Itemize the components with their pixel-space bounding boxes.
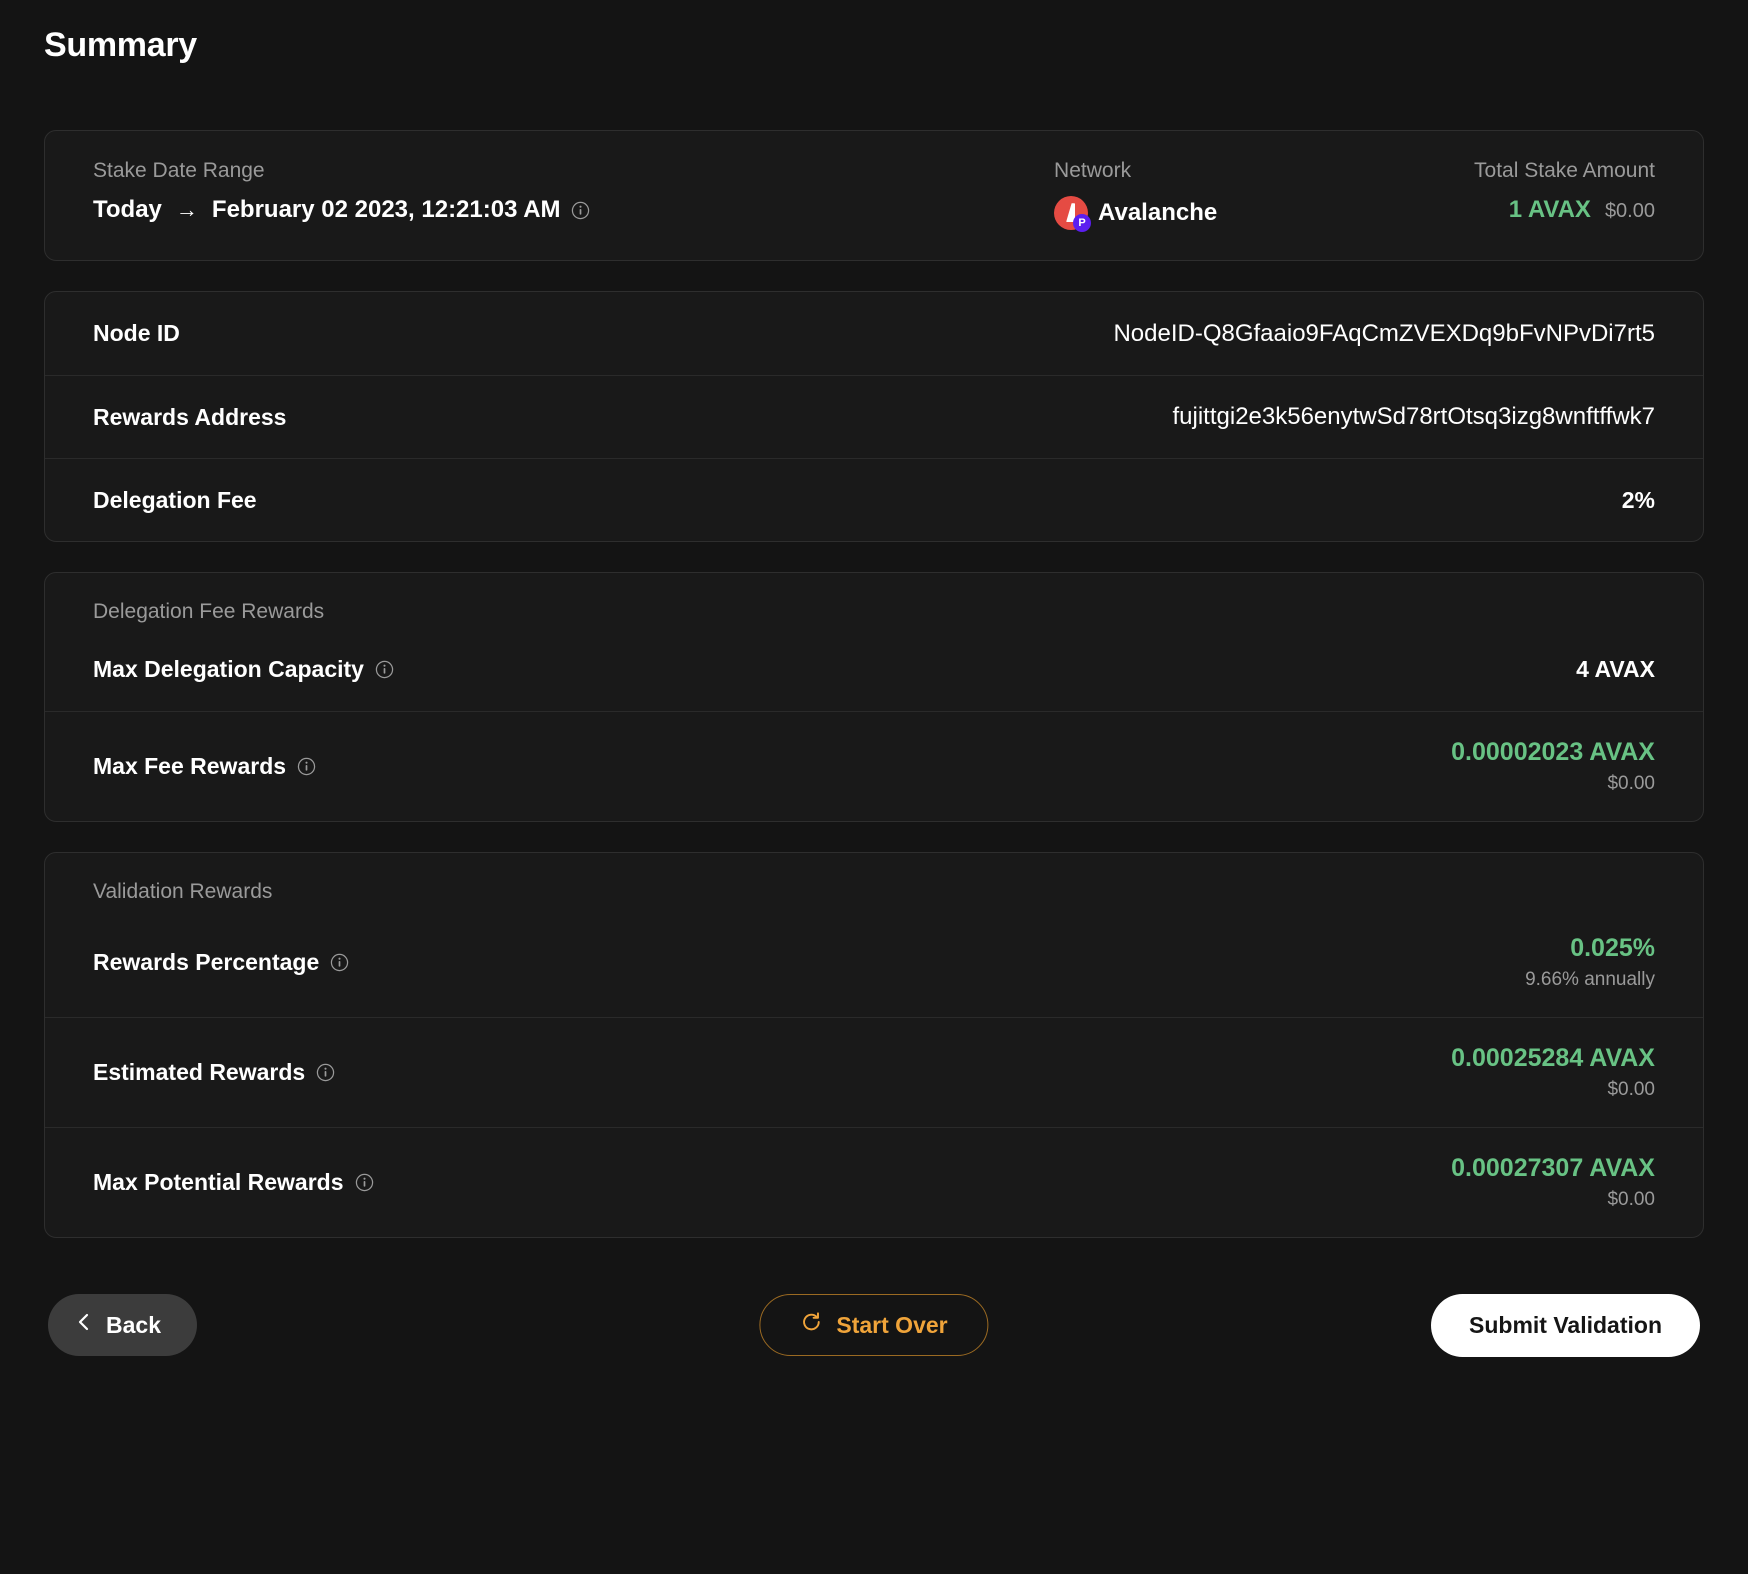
avalanche-p-chain-icon: P <box>1054 196 1092 233</box>
max-potential-rewards-usd: $0.00 <box>1607 1189 1655 1211</box>
stake-overview-card: Stake Date Range Today → February 02 202… <box>44 130 1704 262</box>
validation-rewards-card: Validation Rewards Rewards Percentage 0.… <box>44 852 1704 1239</box>
table-row: Estimated Rewards 0.00025284 AVAX $0.00 <box>45 1017 1703 1127</box>
arrow-right-icon: → <box>175 197 198 223</box>
chevron-left-icon <box>76 1311 92 1339</box>
rewards-address-value: fujittgi2e3k56enytwSd78rtOtsq3izg8wnftff… <box>1172 403 1656 431</box>
row-label-text: Max Potential Rewards <box>93 1169 344 1196</box>
max-fee-rewards-label: Max Fee Rewards <box>93 753 316 780</box>
max-potential-rewards-amount: 0.00027307 AVAX <box>1451 1154 1655 1183</box>
row-label-text: Rewards Percentage <box>93 949 320 976</box>
back-button-label: Back <box>106 1311 161 1338</box>
stake-date-range-label: Stake Date Range <box>93 159 265 182</box>
submit-validation-button[interactable]: Submit Validation <box>1431 1293 1700 1357</box>
rewards-percentage-amount: 0.025% <box>1570 934 1655 963</box>
stake-date-range-block: Stake Date Range Today → February 02 202… <box>93 158 1054 224</box>
back-button[interactable]: Back <box>48 1294 197 1357</box>
start-over-button-label: Start Over <box>836 1311 948 1338</box>
rewards-percentage-label: Rewards Percentage <box>93 949 349 976</box>
max-fee-rewards-usd: $0.00 <box>1607 773 1655 795</box>
table-row: Delegation Fee 2% <box>45 458 1703 541</box>
delegation-fee-rewards-caption: Delegation Fee Rewards <box>93 600 325 624</box>
max-delegation-capacity-label: Max Delegation Capacity <box>93 656 394 683</box>
delegation-fee-label: Delegation Fee <box>93 486 257 513</box>
stake-start-date: Today <box>93 196 162 224</box>
rewards-percentage-annual: 9.66% annually <box>1525 969 1655 991</box>
row-label-text: Estimated Rewards <box>93 1059 306 1086</box>
row-label-text: Max Fee Rewards <box>93 753 287 780</box>
footer-actions: Back Start Over Submit Validation <box>44 1290 1704 1360</box>
node-id-value: NodeID-Q8Gfaaio9FAqCmZVEXDq9bFvNPvDi7rt5 <box>1113 319 1655 347</box>
network-label: Network <box>1054 159 1132 182</box>
network-value: P Avalanche <box>1054 196 1474 233</box>
total-stake-usd: $0.00 <box>1604 200 1655 223</box>
node-details-card: Node ID NodeID-Q8Gfaaio9FAqCmZVEXDq9bFvN… <box>44 291 1704 543</box>
total-stake-label: Total Stake Amount <box>1474 159 1655 182</box>
table-row: Rewards Address fujittgi2e3k56enytwSd78r… <box>45 375 1703 458</box>
total-stake-value: 1 AVAX $0.00 <box>1509 196 1655 224</box>
estimated-rewards-label: Estimated Rewards <box>93 1059 335 1086</box>
stake-date-range-value: Today → February 02 2023, 12:21:03 AM <box>93 196 1054 224</box>
table-row: Max Fee Rewards 0.00002023 AVAX $0.00 <box>45 711 1703 821</box>
network-name: Avalanche <box>1098 199 1218 227</box>
info-icon[interactable] <box>330 953 349 972</box>
estimated-rewards-value: 0.00025284 AVAX $0.00 <box>1451 1044 1655 1101</box>
rewards-percentage-value: 0.025% 9.66% annually <box>1525 934 1655 991</box>
delegation-fee-rewards-card: Delegation Fee Rewards Max Delegation Ca… <box>44 572 1704 823</box>
max-fee-rewards-amount: 0.00002023 AVAX <box>1451 738 1655 767</box>
delegation-fee-value: 2% <box>1621 486 1655 513</box>
info-icon[interactable] <box>316 1063 335 1082</box>
total-stake-block: Total Stake Amount 1 AVAX $0.00 <box>1474 158 1655 224</box>
p-chain-badge: P <box>1073 214 1092 233</box>
estimated-rewards-usd: $0.00 <box>1607 1079 1655 1101</box>
node-id-label: Node ID <box>93 320 180 347</box>
table-row: Node ID NodeID-Q8Gfaaio9FAqCmZVEXDq9bFvN… <box>45 292 1703 375</box>
network-block: Network P Avalanche <box>1054 158 1474 233</box>
info-icon[interactable] <box>571 201 590 220</box>
table-row: Max Delegation Capacity 4 AVAX <box>45 628 1703 711</box>
validation-rewards-caption: Validation Rewards <box>93 880 273 904</box>
row-label-text: Max Delegation Capacity <box>93 656 364 683</box>
info-icon[interactable] <box>297 757 316 776</box>
table-row: Rewards Percentage 0.025% 9.66% annually <box>45 908 1703 1017</box>
info-icon[interactable] <box>375 660 394 679</box>
submit-validation-button-label: Submit Validation <box>1469 1311 1662 1338</box>
max-fee-rewards-value: 0.00002023 AVAX $0.00 <box>1451 738 1655 795</box>
max-potential-rewards-value: 0.00027307 AVAX $0.00 <box>1451 1154 1655 1211</box>
rewards-address-label: Rewards Address <box>93 403 287 430</box>
start-over-button[interactable]: Start Over <box>759 1294 989 1357</box>
info-icon[interactable] <box>355 1173 374 1192</box>
max-delegation-capacity-value: 4 AVAX <box>1576 656 1655 683</box>
page-title: Summary <box>44 26 197 64</box>
stake-end-date: February 02 2023, 12:21:03 AM <box>211 196 561 224</box>
estimated-rewards-amount: 0.00025284 AVAX <box>1451 1044 1655 1073</box>
max-potential-rewards-label: Max Potential Rewards <box>93 1169 374 1196</box>
total-stake-amount: 1 AVAX <box>1508 196 1591 224</box>
stake-overview-row: Stake Date Range Today → February 02 202… <box>45 131 1703 260</box>
refresh-icon <box>800 1311 822 1339</box>
table-row: Max Potential Rewards 0.00027307 AVAX $0… <box>45 1127 1703 1237</box>
